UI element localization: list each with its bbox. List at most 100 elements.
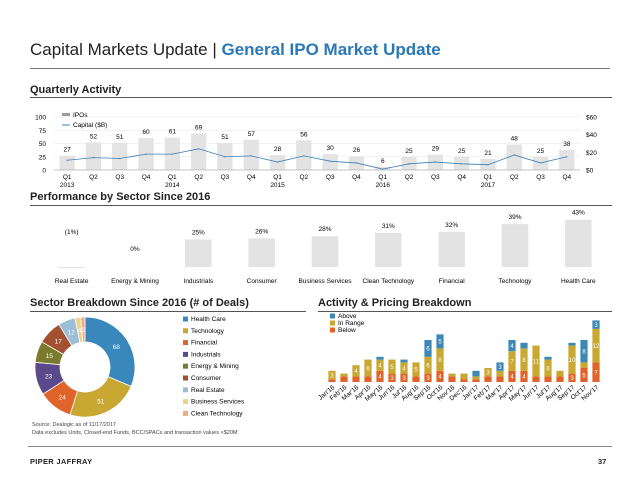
x-tick-label: Q1 [484,174,493,181]
pricing-bar-label: 5 [414,368,418,374]
x-tick-label: Q1 [378,174,387,181]
pricing-bar-below [340,376,348,382]
ipo-data-label: 61 [169,129,177,136]
ipo-data-label: 28 [274,146,282,153]
pricing-bar-below [592,362,600,382]
ipo-bar [322,154,338,170]
pie-legend-swatch [183,351,188,357]
sector-performance-bar [501,224,529,267]
sector-category-label: Health Care [561,278,596,285]
pricing-bar-below [412,376,420,382]
ipo-bar [559,149,575,170]
pricing-bar-above [592,320,600,329]
pricing-bar-below [328,379,336,382]
pricing-bar-below [460,379,468,382]
pie-slice [80,316,86,343]
pricing-bar-label: 3 [570,376,574,382]
footnote-exclusions: Data excludes Units, Closed-end Funds, B… [32,430,238,436]
pricing-bar-label: 3 [594,323,598,329]
pricing-bar-label: 11 [533,359,540,365]
pie-legend-swatch [183,375,188,381]
pricing-legend-swatch [330,327,335,333]
ipo-data-label: 52 [90,133,98,140]
pricing-bar-label: 6 [366,366,370,372]
x-tick-label: Q3 [431,174,440,181]
ipo-data-label: 25 [537,148,545,155]
pricing-bar-below [568,373,576,382]
pricing-bar-label: 3 [498,365,502,371]
y-tick-label: 0 [42,168,46,175]
x-tick-label: Q4 [457,174,466,181]
brand-logo: PIPER JAFFRAY [30,457,93,466]
capital-point [355,162,358,164]
pricing-bar-below [448,376,456,382]
pie-slice-label: 51 [97,399,105,406]
x-tick-label: Q4 [352,174,361,181]
sector-performance-bar [58,267,85,269]
pricing-bar-in-range [544,359,552,377]
title-main: Capital Markets Update | [30,40,222,59]
pie-slice-label: 4 [78,327,82,334]
pricing-bar-label: 8 [438,358,442,364]
y-tick-label: 100 [35,115,46,122]
breakdown-divider [30,311,306,312]
pricing-bar-in-range [340,373,348,377]
pricing-bar-above [520,342,528,349]
pricing-bar-label: 3 [486,371,490,377]
pricing-bar-in-range [448,373,456,377]
x-tick-label: Q2 [194,174,203,181]
pie-legend-swatch [183,399,188,405]
pricing-legend-label: Above [338,313,357,320]
pricing-bar-label: 4 [402,366,406,372]
y2-tick-label: $60 [586,115,597,122]
pricing-bar-in-range [556,370,564,377]
performance-divider [30,205,612,206]
ipo-data-label: 6 [381,158,385,165]
pricing-bar-above [580,340,588,363]
performance-section-title: Performance by Sector Since 2016 [30,191,211,203]
capital-point [382,168,384,170]
pie-legend-label: Industrials [191,351,221,358]
pricing-bar-label: 12 [593,344,600,350]
legend-label-ipos: IPOs [73,112,88,119]
sector-performance-label: 43% [572,210,585,217]
x-tick-label: Q3 [326,174,335,181]
x-tick-label: Q3 [221,174,230,181]
sector-category-label: Industrials [184,278,214,285]
pie-legend-swatch [183,363,188,369]
x-tick-label: Q2 [300,174,309,181]
pricing-bar-in-range [592,328,600,363]
pricing-bar-in-range [520,348,528,371]
capital-point [329,160,331,162]
pricing-bar-label: 5 [390,365,394,371]
capital-point [566,156,568,158]
pricing-bar-label: 5 [438,340,442,346]
footnote: Source: Dealogic as of 11/17/2017 Data e… [32,421,238,437]
pricing-bar-above [544,356,552,360]
pricing-bar-label: 4 [522,375,526,381]
pricing-bar-in-range [364,359,372,377]
pricing-bar-label: 4 [438,375,442,381]
ipo-bar [375,166,391,170]
pricing-bar-in-range [532,345,540,377]
sector-performance-label: 32% [445,222,458,229]
capital-point [145,153,147,155]
ipo-data-label: 27 [64,147,72,154]
y2-tick-label: $40 [586,132,597,139]
pricing-bar-in-range [388,359,396,374]
footer-divider [28,446,612,447]
capital-point [171,153,173,155]
pricing-bar-label: 6 [426,347,430,353]
pricing-bar-below [580,368,588,382]
pricing-bar-below [352,376,360,382]
pricing-bar-in-range [484,368,492,377]
pricing-bar-label: 4 [378,364,382,370]
pie-legend-label: Clean Technology [191,410,243,417]
pie-slice-label: 68 [113,344,121,351]
sector-category-label: Energy & Mining [111,278,159,285]
pie-legend-label: Consumer [191,375,222,382]
ipo-data-label: 51 [221,134,229,141]
pricing-bar-label: 7 [594,371,598,377]
capital-point [487,164,489,166]
